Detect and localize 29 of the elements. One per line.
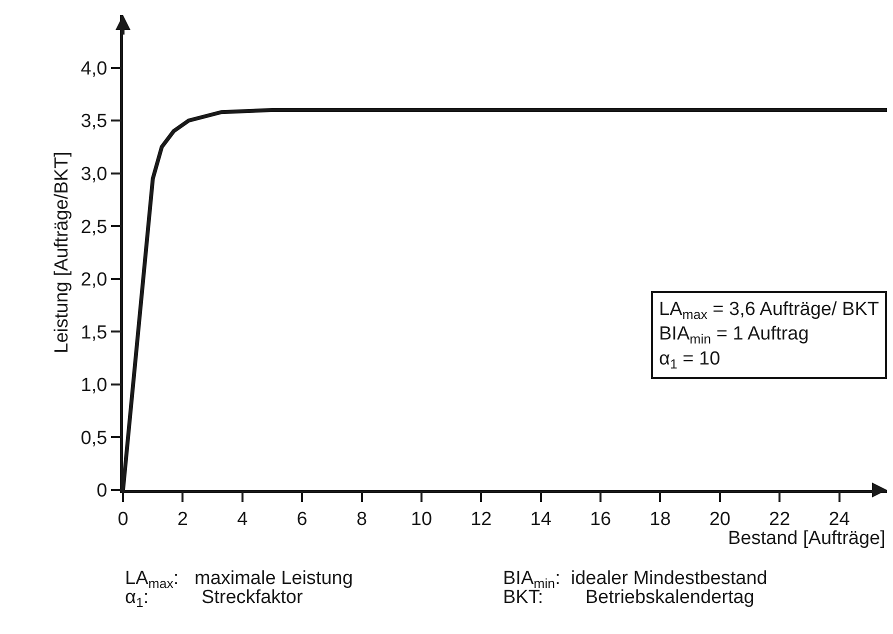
y-tick-label: 1,0 <box>80 375 108 396</box>
text: α$_{1}$: Streckfaktor <box>125 587 304 610</box>
x-tick-label: 14 <box>530 508 552 530</box>
y-tick-label: 2,5 <box>80 216 108 238</box>
x-tick-label: 8 <box>356 508 368 530</box>
x-tick-label: 18 <box>650 508 671 530</box>
x-tick-label: 24 <box>828 508 850 530</box>
x-tick-label: 20 <box>709 508 730 530</box>
y-tick-label: 0,5 <box>80 428 108 449</box>
text: BKT: Betriebskalendertag <box>503 587 754 608</box>
x-tick-label: 0 <box>118 508 128 530</box>
y-tick-label: 0 <box>96 480 108 502</box>
x-axis-title: Bestand [Aufträge] <box>728 528 886 549</box>
annotation: BIA$_{min}$ = 1 Auftrag <box>659 324 809 347</box>
x-tick-label: 12 <box>470 508 492 530</box>
x-tick-label: 22 <box>768 508 790 530</box>
y-tick-label: 1,5 <box>80 322 108 344</box>
y-tick-label: 3,0 <box>80 164 108 185</box>
y-tick-label: 4,0 <box>80 58 108 80</box>
x-tick-label: 6 <box>296 508 308 530</box>
x-tick-label: 10 <box>410 508 432 530</box>
x-tick-label: 4 <box>237 508 248 530</box>
annotation: LA$_{max}$ = 3,6 Aufträge/ BKT <box>659 299 880 322</box>
annotation: α$_{1}$ = 10 <box>659 348 720 372</box>
x-tick-label: 2 <box>177 508 188 530</box>
y-tick-label: 2,0 <box>80 270 108 291</box>
x-tick-label: 16 <box>590 508 612 530</box>
y-axis-title: Leistung [Aufträge/BKT] <box>52 152 73 354</box>
y-tick-label: 3,5 <box>80 111 108 132</box>
